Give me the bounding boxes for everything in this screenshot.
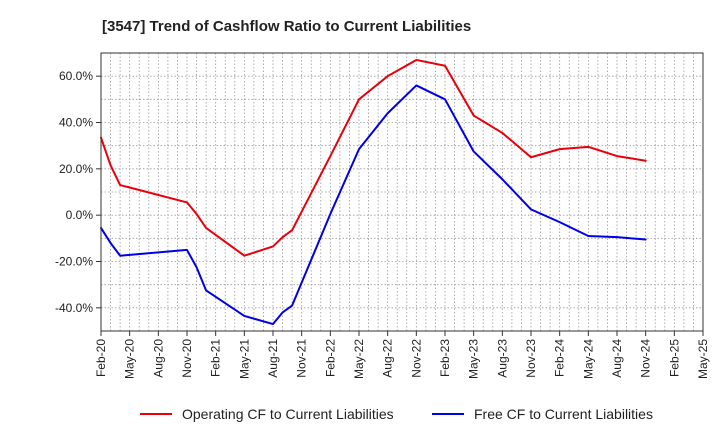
x-tick-label: Feb-20 [94, 339, 108, 377]
series-line-1 [100, 58, 647, 257]
x-tick-label: Aug-21 [266, 339, 280, 378]
x-tick-label: Feb-25 [667, 339, 681, 377]
x-tick-label: Nov-23 [524, 339, 538, 378]
x-tick-label: Feb-23 [438, 339, 452, 377]
x-tick-label: Nov-20 [180, 339, 194, 378]
series-line-2 [100, 84, 647, 326]
x-tick-label: May-24 [581, 339, 595, 379]
x-tick-label: May-23 [467, 339, 481, 379]
x-tick-label: Aug-23 [495, 339, 509, 378]
x-tick-label: Aug-24 [610, 339, 624, 378]
plot-frame [100, 52, 704, 332]
chart-title: [3547] Trend of Cashflow Ratio to Curren… [102, 18, 471, 35]
y-tick-label: 20.0% [59, 162, 93, 176]
x-tick-label: Nov-21 [295, 339, 309, 378]
legend-item-2: Free CF to Current Liabilities [432, 406, 653, 422]
x-tick-label: Nov-22 [409, 339, 423, 378]
legend-label: Operating CF to Current Liabilities [182, 406, 394, 422]
x-tick-label: Aug-22 [381, 339, 395, 378]
legend-item-1: Operating CF to Current Liabilities [140, 406, 394, 422]
x-axis: Feb-20 May-20 Aug-20 Nov-20 Feb-21 May-21 Aug-… [94, 331, 710, 379]
x-tick-label: Aug-20 [151, 339, 165, 378]
y-tick-label: -40.0% [55, 301, 93, 315]
x-tick-label: Nov-24 [639, 339, 653, 378]
series-lines [100, 58, 647, 326]
x-tick-label: Feb-21 [209, 339, 223, 377]
legend: Operating CF to Current Liabilities Free … [140, 406, 653, 422]
x-tick-label: May-25 [696, 339, 710, 379]
x-tick-label: Feb-24 [553, 339, 567, 377]
x-tick-label: May-21 [237, 339, 251, 379]
x-tick-label: Feb-22 [323, 339, 337, 377]
y-tick-label: -20.0% [55, 255, 93, 269]
y-tick-label: 40.0% [59, 116, 93, 130]
y-tick-label: 60.0% [59, 69, 93, 83]
x-tick-label: May-22 [352, 339, 366, 379]
y-axis: -40.0% -20.0% 0.0% 20.0% 40.0% 60.0% [55, 69, 101, 315]
legend-label: Free CF to Current Liabilities [474, 406, 653, 422]
x-tick-label: May-20 [123, 339, 137, 379]
y-tick-label: 0.0% [66, 208, 94, 222]
gridlines [100, 52, 704, 332]
